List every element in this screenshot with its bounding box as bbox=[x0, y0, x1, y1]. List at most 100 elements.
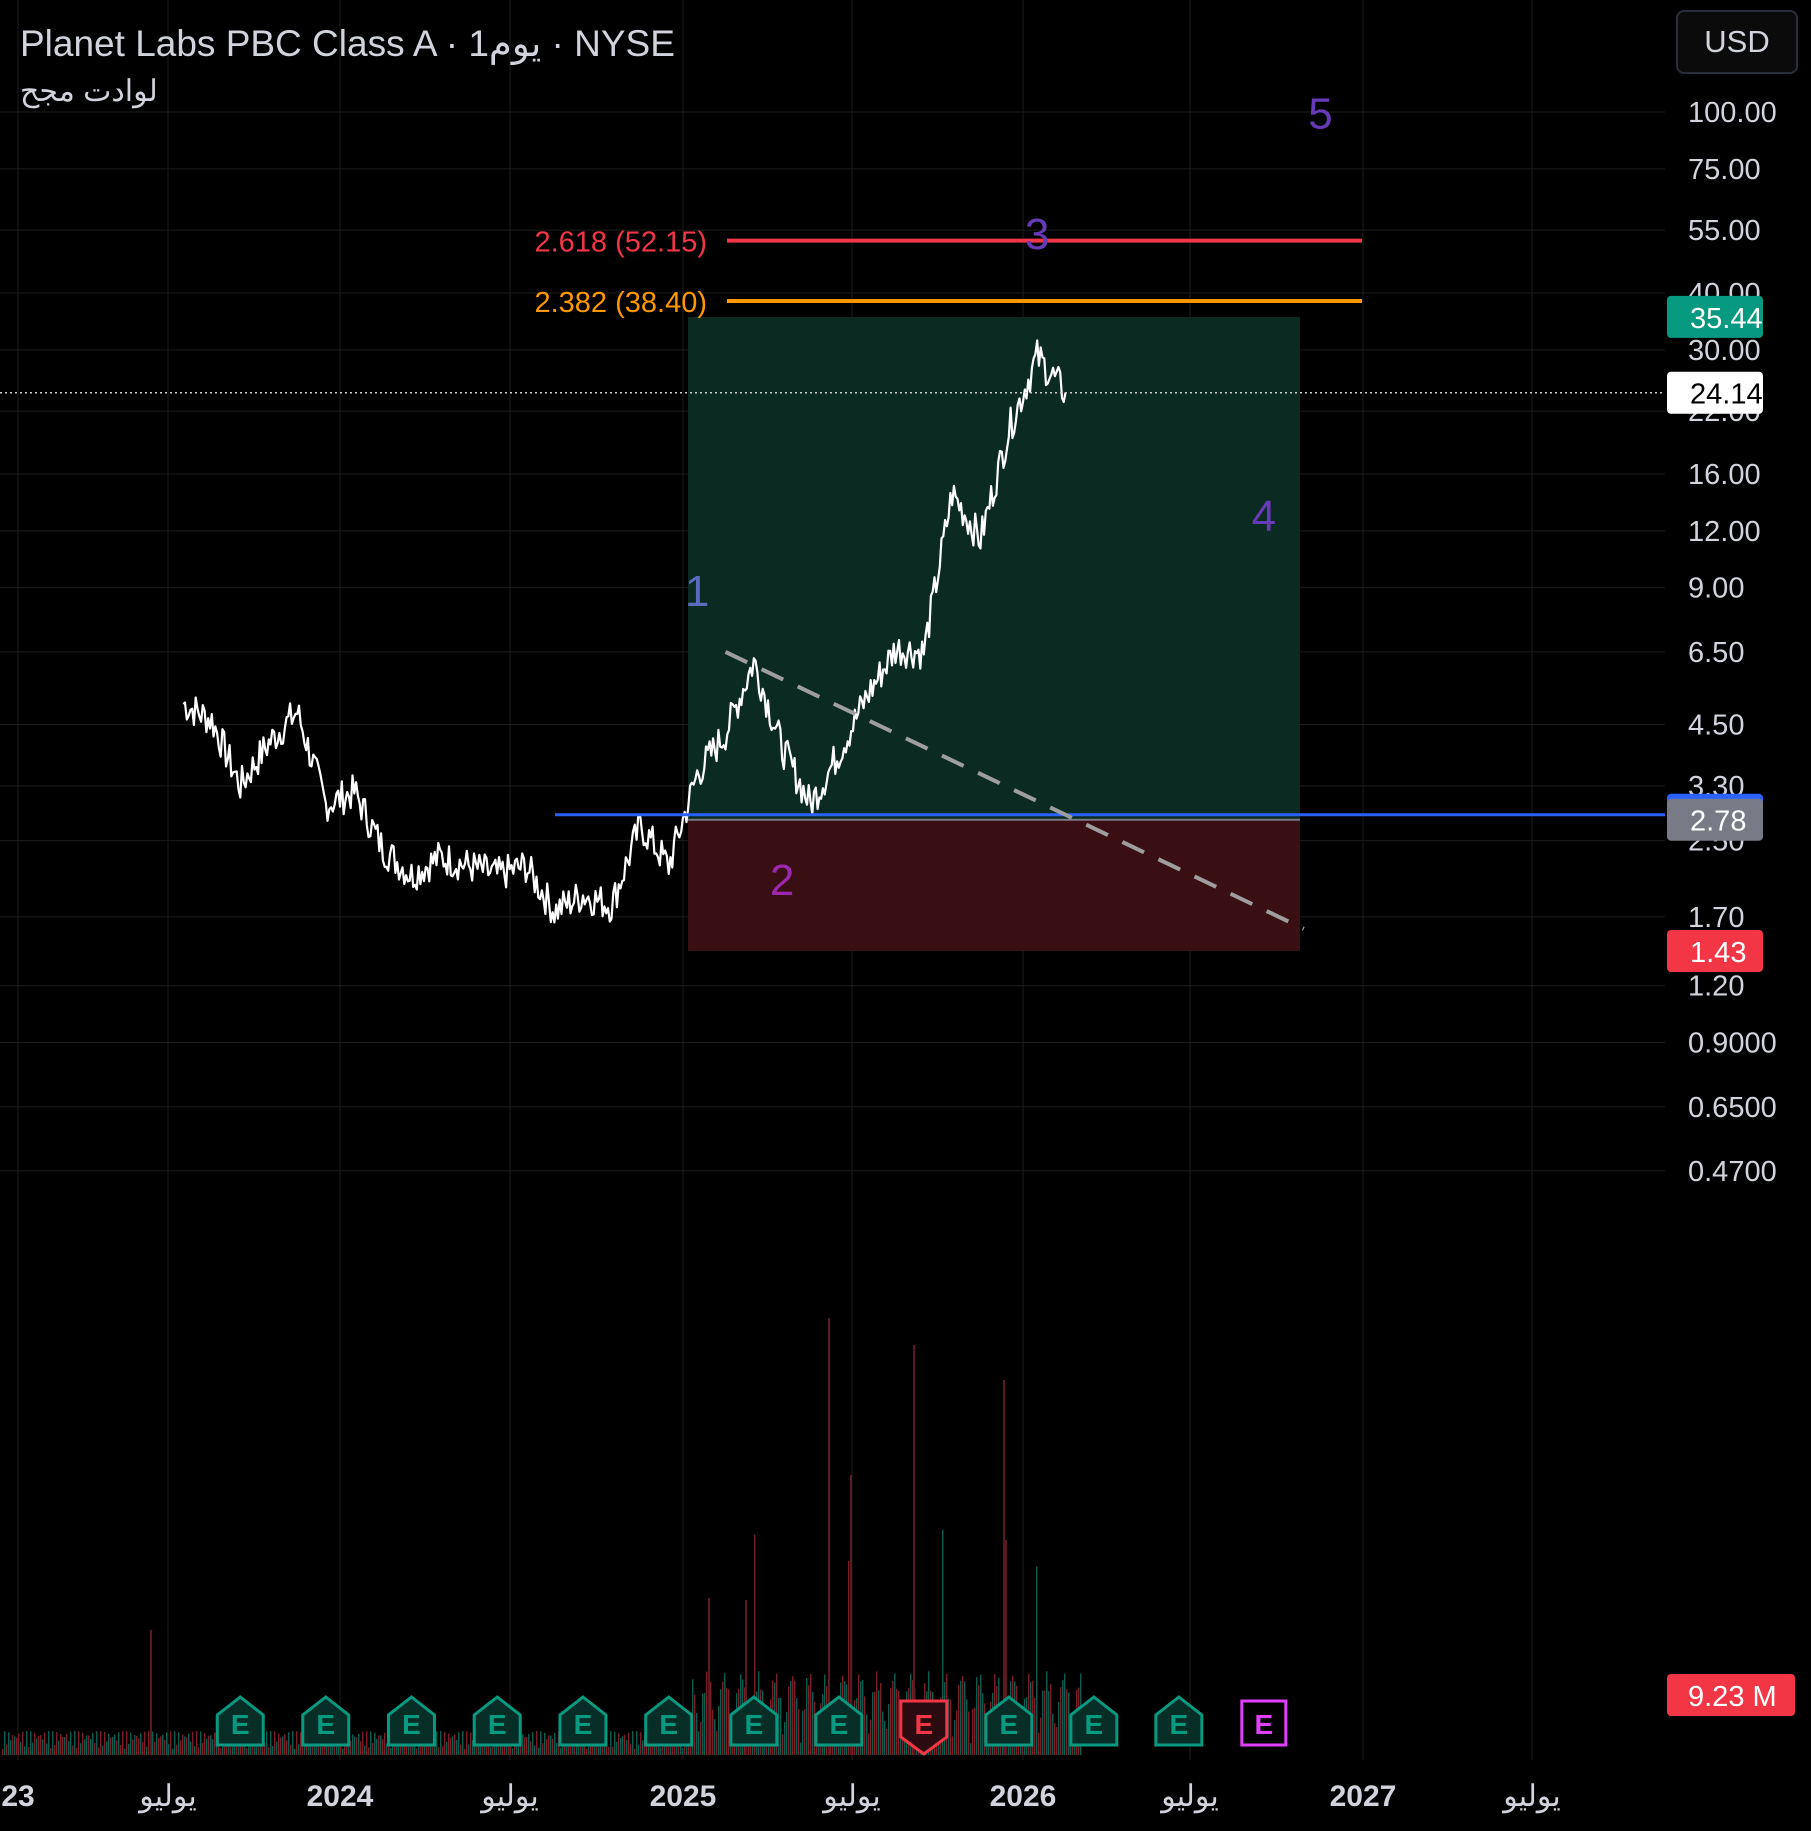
volume-bar bbox=[1054, 1723, 1056, 1755]
volume-bar bbox=[200, 1731, 202, 1755]
volume-bar bbox=[180, 1740, 182, 1755]
chart-subtitle: لوادت مجح bbox=[20, 75, 158, 108]
volume-bar bbox=[1048, 1691, 1050, 1755]
volume-tag: 9.23 M bbox=[1688, 1681, 1777, 1713]
volume-bar bbox=[660, 1747, 662, 1755]
volume-bar bbox=[894, 1673, 896, 1755]
volume-bar bbox=[142, 1742, 144, 1755]
volume-bar bbox=[892, 1680, 894, 1755]
earnings-marker[interactable]: E bbox=[984, 1695, 1034, 1747]
earnings-marker-letter: E bbox=[744, 1709, 763, 1740]
earnings-marker-box bbox=[386, 1695, 436, 1747]
volume-bar bbox=[664, 1742, 666, 1755]
volume-bar bbox=[898, 1690, 900, 1755]
symbol-title: Planet Labs PBC Class A · 1يوم · NYSE bbox=[20, 23, 675, 64]
volume-bar bbox=[176, 1744, 178, 1755]
volume-bar bbox=[494, 1742, 496, 1755]
earnings-marker-letter: E bbox=[488, 1709, 507, 1740]
volume-bar bbox=[704, 1692, 706, 1755]
volume-bar bbox=[948, 1698, 950, 1755]
volume-bar bbox=[952, 1736, 954, 1755]
volume-bar bbox=[224, 1745, 226, 1755]
volume-bar bbox=[36, 1738, 38, 1755]
earnings-marker[interactable]: E bbox=[1069, 1695, 1119, 1747]
volume-bar bbox=[962, 1676, 964, 1755]
volume-bar bbox=[354, 1736, 356, 1755]
volume-bar bbox=[358, 1733, 360, 1755]
trend-line-dashed bbox=[724, 650, 1305, 931]
volume-bar bbox=[284, 1734, 286, 1755]
volume-bar bbox=[272, 1746, 274, 1755]
volume-bar bbox=[552, 1738, 554, 1755]
volume-bar bbox=[52, 1731, 54, 1755]
volume-bar bbox=[280, 1737, 282, 1755]
volume-bar bbox=[902, 1730, 904, 1755]
volume-bar bbox=[292, 1731, 294, 1755]
volume-spike bbox=[745, 1600, 747, 1755]
volume-bar bbox=[132, 1739, 134, 1755]
earnings-marker[interactable]: E bbox=[814, 1695, 864, 1747]
volume-bar bbox=[80, 1743, 82, 1755]
earnings-marker[interactable]: E bbox=[386, 1695, 436, 1747]
volume-bar bbox=[792, 1676, 794, 1755]
volume-bar bbox=[312, 1742, 314, 1755]
volume-bar bbox=[966, 1699, 968, 1755]
volume-bar bbox=[174, 1731, 176, 1755]
earnings-marker[interactable]: E bbox=[1154, 1695, 1204, 1747]
y-tick-label: 1.20 bbox=[1688, 971, 1744, 1003]
volume-bar bbox=[42, 1739, 44, 1755]
volume-bar bbox=[378, 1735, 380, 1755]
volume-bar bbox=[156, 1733, 158, 1755]
volume-bar bbox=[88, 1735, 90, 1755]
currency-button[interactable]: USD bbox=[1676, 10, 1798, 74]
earnings-marker[interactable]: E bbox=[472, 1695, 522, 1747]
volume-bar bbox=[548, 1735, 550, 1755]
volume-bar bbox=[608, 1746, 610, 1755]
volume-bar bbox=[964, 1681, 966, 1755]
volume-bar bbox=[682, 1748, 684, 1755]
volume-bar bbox=[626, 1739, 628, 1755]
volume-bar bbox=[130, 1732, 132, 1755]
volume-bar bbox=[634, 1748, 636, 1755]
volume-bar bbox=[286, 1740, 288, 1755]
y-tick-label: 75.00 bbox=[1688, 154, 1761, 186]
volume-bar bbox=[696, 1712, 698, 1755]
volume-bar bbox=[324, 1742, 326, 1755]
earnings-marker[interactable]: E bbox=[558, 1695, 608, 1747]
volume-bar bbox=[638, 1744, 640, 1755]
earnings-marker[interactable]: E bbox=[644, 1695, 694, 1747]
volume-spike bbox=[828, 1318, 830, 1755]
volume-bar bbox=[28, 1747, 30, 1755]
volume-bar bbox=[184, 1736, 186, 1755]
volume-bar bbox=[14, 1736, 16, 1755]
earnings-marker-box bbox=[215, 1695, 265, 1747]
volume-bar bbox=[702, 1693, 704, 1755]
volume-bar bbox=[1052, 1713, 1054, 1755]
earnings-marker[interactable]: E bbox=[301, 1695, 351, 1747]
volume-bar bbox=[810, 1674, 812, 1755]
earnings-marker[interactable]: E bbox=[899, 1699, 949, 1756]
volume-bar bbox=[384, 1732, 386, 1755]
earnings-marker[interactable]: E bbox=[215, 1695, 265, 1747]
volume-tag-bg bbox=[1667, 1674, 1795, 1716]
earnings-marker[interactable]: E bbox=[1240, 1699, 1288, 1747]
volume-bar bbox=[106, 1741, 108, 1755]
price-tag-bg bbox=[1667, 371, 1763, 414]
volume-bar bbox=[266, 1731, 268, 1755]
earnings-marker[interactable]: E bbox=[729, 1695, 779, 1747]
volume-bar bbox=[564, 1745, 566, 1755]
volume-bar bbox=[92, 1732, 94, 1755]
volume-bar bbox=[636, 1731, 638, 1755]
volume-bar bbox=[158, 1738, 160, 1755]
earnings-marker-letter: E bbox=[1169, 1709, 1188, 1740]
loss-zone bbox=[688, 819, 1300, 952]
volume-bar bbox=[160, 1736, 162, 1755]
volume-bar bbox=[166, 1732, 168, 1755]
x-tick-label: يوليو bbox=[1501, 1780, 1561, 1814]
volume-bar bbox=[686, 1745, 688, 1755]
volume-bar bbox=[274, 1731, 276, 1755]
volume-bar bbox=[544, 1732, 546, 1755]
volume-bar bbox=[316, 1746, 318, 1755]
volume-bar bbox=[44, 1732, 46, 1755]
